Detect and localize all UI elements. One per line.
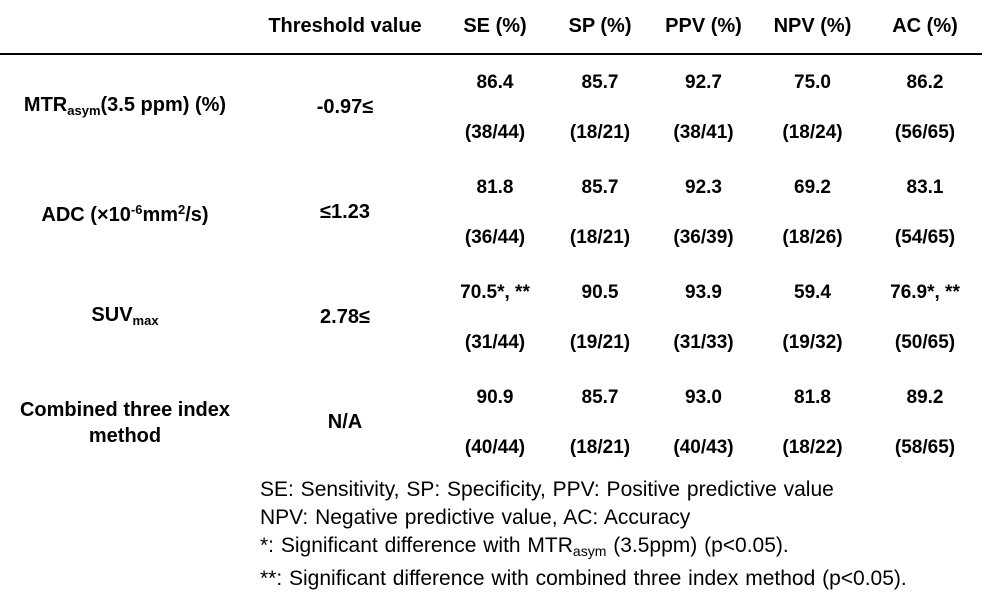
fraction-count: (36/39) [673,227,734,248]
fraction-count: (38/41) [673,122,734,143]
sp-cell: 85.7 (18/21) [550,54,650,160]
footnote-single-asterisk: *: Significant difference with MTRasym (… [260,534,789,559]
percent-value: 81.8 [794,387,831,408]
percent-value: 86.4 [476,72,514,93]
diagnostic-performance-table: Threshold value SE (%) SP (%) PPV (%) NP… [0,0,982,475]
header-threshold-value: Threshold value [250,0,440,55]
percent-value: 76.9*, ** [890,282,960,303]
percent-value: 93.0 [685,387,722,408]
percent-value: 86.2 [906,72,944,93]
header-se: SE (%) [440,0,550,55]
npv-cell: 59.4 (19/32) [757,265,868,370]
npv-cell: 81.8 (18/22) [757,370,868,475]
method-superscript: 2 [178,202,186,217]
fraction-count: (50/65) [894,332,956,353]
percent-value: 89.2 [906,387,944,408]
ac-cell: 89.2 (58/65) [868,370,982,475]
threshold-value: N/A [327,411,363,433]
method-label: MTRasym(3.5 ppm) (%) [0,54,250,160]
fraction-count: (58/65) [894,437,956,458]
row-adc: ADC (×10-6mm2/s) ≤1.23 81.8 (36/44) 85.7 (… [0,160,982,265]
header-sp: SP (%) [550,0,650,55]
footnote-double-asterisk: **: Significant difference with combined… [260,567,907,590]
percent-value: 90.5 [581,282,619,303]
ppv-cell: 93.9 (31/33) [650,265,757,370]
header-ac: AC (%) [868,0,982,55]
percent-value: 93.9 [685,282,722,303]
percent-value: 90.9 [476,387,514,408]
method-label: SUVmax [0,265,250,370]
footnote-abbreviations-1: SE: Sensitivity, SP: Specificity, PPV: P… [260,478,834,501]
method-text: mm [142,204,179,226]
row-mtr-asym: MTRasym(3.5 ppm) (%) -0.97≤ 86.4 (38/44) … [0,54,982,160]
method-label: ADC (×10-6mm2/s) [0,160,250,265]
fraction-count: (40/43) [673,437,734,458]
se-cell: 90.9 (40/44) [440,370,550,475]
fraction-count: (19/21) [569,332,631,353]
percent-value: 70.5*, ** [460,282,530,303]
ppv-cell: 92.3 (36/39) [650,160,757,265]
fraction-count: (38/44) [464,122,526,143]
se-cell: 86.4 (38/44) [440,54,550,160]
method-text: /s) [185,204,209,226]
fraction-count: (56/65) [894,122,956,143]
method-label: Combined three index method [0,370,250,475]
method-text: SUV [91,303,133,326]
method-superscript: -6 [130,202,143,217]
row-suv-max: SUVmax 2.78≤ 70.5*, ** (31/44) 90.5 (19/21… [0,265,982,370]
fraction-count: (18/21) [569,437,631,458]
method-text: (3.5 ppm) (%) [100,93,227,116]
ac-cell: 83.1 (54/65) [868,160,982,265]
method-text: MTR [23,93,68,116]
npv-cell: 75.0 (18/24) [757,54,868,160]
sp-cell: 85.7 (18/21) [550,160,650,265]
header-ppv: PPV (%) [650,0,757,55]
fraction-count: (18/21) [569,122,631,143]
se-cell: 81.8 (36/44) [440,160,550,265]
method-subscript: max [132,312,159,328]
percent-value: 69.2 [794,177,831,198]
fraction-count: (31/44) [464,332,526,353]
percent-value: 85.7 [581,72,619,93]
ac-cell: 86.2 (56/65) [868,54,982,160]
header-method [0,0,250,55]
percent-value: 85.7 [581,387,619,408]
method-text: ADC (×10 [41,204,131,226]
ppv-cell: 92.7 (38/41) [650,54,757,160]
sp-cell: 90.5 (19/21) [550,265,650,370]
fraction-count: (31/33) [673,332,734,353]
ac-cell: 76.9*, ** (50/65) [868,265,982,370]
fraction-count: (19/32) [782,332,843,353]
ppv-cell: 93.0 (40/43) [650,370,757,475]
method-text: Combined three index method [19,398,231,447]
threshold-value: 2.78≤ [320,306,370,328]
footnote-abbreviations-2: NPV: Negative predictive value, AC: Accu… [260,506,691,529]
threshold-value: -0.97≤ [316,96,374,118]
threshold-value: ≤1.23 [320,201,370,223]
fraction-count: (40/44) [464,437,526,458]
percent-value: 75.0 [794,72,831,93]
fraction-count: (18/21) [569,227,631,248]
header-npv: NPV (%) [757,0,868,55]
sp-cell: 85.7 (18/21) [550,370,650,475]
percent-value: 85.7 [581,177,619,198]
row-combined-method: Combined three index method N/A 90.9 (40/… [0,370,982,475]
fraction-count: (18/26) [782,227,843,248]
percent-value: 83.1 [906,177,944,198]
method-subscript: asym [67,102,101,118]
npv-cell: 69.2 (18/26) [757,160,868,265]
percent-value: 92.3 [685,177,722,198]
se-cell: 70.5*, ** (31/44) [440,265,550,370]
fraction-count: (18/24) [782,122,843,143]
percent-value: 81.8 [476,177,514,198]
percent-value: 59.4 [794,282,831,303]
header-row: Threshold value SE (%) SP (%) PPV (%) NP… [0,0,982,55]
fraction-count: (18/22) [782,437,843,458]
percent-value: 92.7 [685,72,722,93]
fraction-count: (54/65) [894,227,956,248]
fraction-count: (36/44) [464,227,526,248]
footnote-subscript: asym [572,543,607,559]
footnotes: SE: Sensitivity, SP: Specificity, PPV: P… [260,476,907,593]
